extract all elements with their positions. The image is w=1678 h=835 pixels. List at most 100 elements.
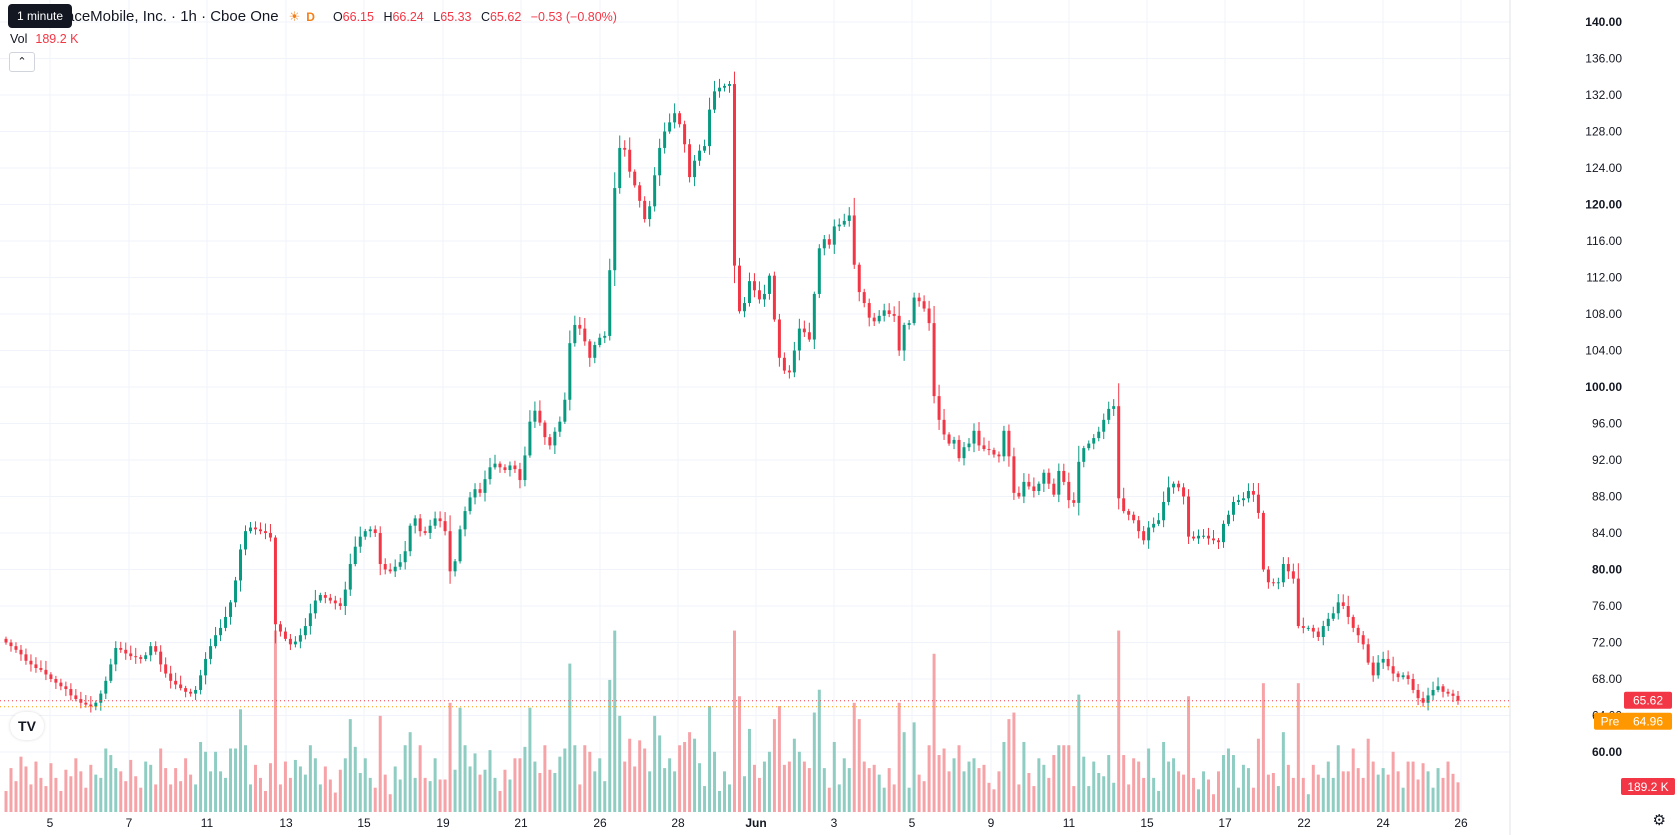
candle-body [1231,501,1235,515]
candle [368,526,372,538]
volume-bar [333,792,337,812]
volume-bar [902,732,906,812]
volume-bar [1072,786,1076,812]
candle-body [179,684,183,689]
last-price-label[interactable]: 65.62 [1624,691,1672,709]
candle-body [1321,626,1325,638]
low-label: L [433,9,441,24]
candle-body [947,434,951,444]
candle [1212,530,1216,545]
volume-bar [847,768,851,812]
volume-bar [199,741,203,812]
volume-bar [84,787,88,812]
candle-body [1316,631,1320,638]
volume-bar [1406,761,1410,812]
candle-body [1441,686,1445,692]
volume-bar [1226,748,1230,812]
collapse-legend-button[interactable]: ⌃ [9,52,35,72]
time-axis[interactable]: 5 7 11 13 15 19 21 26 28 Jun 3 5 9 11 15 17 22 24 26 [47,816,1468,830]
candle [433,511,437,529]
volume-bar [119,771,123,812]
candle-body [857,264,861,293]
candle-body [209,646,213,659]
volume-bar [99,777,103,812]
volume-bar [1012,712,1016,812]
candle-body [1376,662,1380,676]
candle-body [303,626,307,636]
candle [598,333,602,348]
candle-body [288,638,292,645]
price-scale[interactable]: 140.00 136.00 132.00 128.00 124.00 120.00 116.… [1585,15,1675,795]
tradingview-logo[interactable]: TV [10,712,44,740]
candle-body [224,616,228,628]
candle-body [1361,635,1365,645]
volume-bar [1371,761,1375,812]
volume-value: 189.2 K [35,32,79,46]
candle-body [1127,511,1131,515]
candle [488,457,492,485]
candle [328,593,332,604]
candle-body [842,220,846,225]
volume-scale-text: 189.2 K [1627,780,1668,794]
candle-body [388,569,392,572]
candle-body [278,624,282,632]
candle-body [184,688,188,692]
candle [1137,515,1141,539]
volume-bar [1251,787,1255,812]
candle-body [523,455,527,481]
candle [987,440,991,456]
volume-bar [468,766,472,812]
volume-bar [817,689,821,812]
symbol-title[interactable]: aceMobile, Inc. · 1h · Cboe One [66,8,279,25]
candle-body [44,669,48,675]
session-badge[interactable]: D [306,9,315,24]
volume-bar [283,761,287,812]
candle [144,652,148,662]
candle-body [747,281,751,304]
candle [59,678,63,691]
price-tick-label: 96.00 [1592,417,1622,431]
candle [64,681,68,697]
candle-body [473,489,477,498]
volume-bar [413,777,417,812]
candle-body [503,467,507,471]
volume-bar [1172,758,1176,812]
time-axis-label: 19 [436,816,450,830]
candle [822,234,826,256]
volume-scale-label[interactable]: 189.2 K [1621,778,1675,795]
candle-body [293,641,297,645]
candle [832,219,836,254]
candle [653,167,657,212]
candle-body [1386,658,1390,667]
candle-body [1251,491,1255,495]
candle [553,427,557,455]
candle-body [867,303,871,318]
volume-bar [268,763,272,812]
volume-bar [313,758,317,812]
volume-bar [1197,789,1201,812]
candle [782,352,786,374]
candle-body [742,303,746,312]
volume-bar [982,764,986,812]
candle [882,303,886,322]
candle [283,627,287,642]
volume-bar [897,702,901,812]
open-label: O [332,9,343,24]
time-axis-label: Jun [745,816,766,830]
gear-icon[interactable]: ⚙ [1652,812,1666,829]
candle [1241,492,1245,507]
candle-body [438,518,442,522]
volume-bar [1082,756,1086,812]
candle-body [318,595,322,601]
sun-icon[interactable]: ☀ [288,8,301,24]
candle [353,536,357,567]
candle [1341,594,1345,610]
candle-body [598,337,602,346]
candle-body [832,226,836,245]
pre-price-label[interactable]: Pre 64.96 [1594,712,1672,730]
price-tick-label: 120.00 [1585,198,1622,212]
volume-bar [1431,787,1435,812]
volume-bar [164,768,168,812]
candle [273,535,277,644]
